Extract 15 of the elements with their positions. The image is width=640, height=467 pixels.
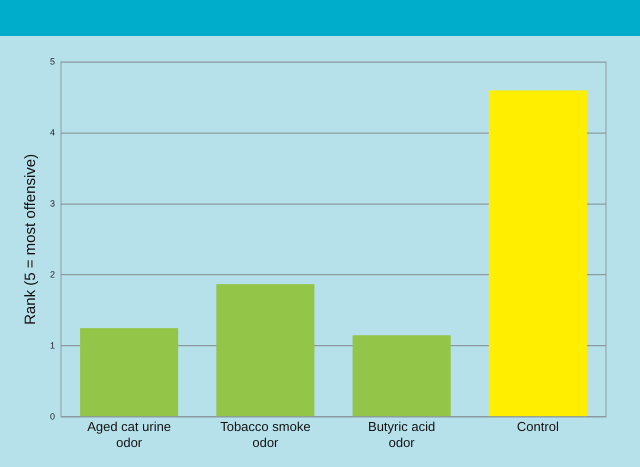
bar — [488, 90, 587, 416]
y-axis-title: Rank (5 = most offensive) — [22, 154, 40, 325]
y-tick-label: 2 — [50, 269, 56, 280]
x-tick-label: Control — [516, 419, 559, 434]
bar — [80, 328, 178, 416]
y-tick-label: 1 — [50, 340, 56, 350]
x-tick-label: Butyric acid odor — [368, 419, 436, 450]
y-tick-label: 4 — [50, 127, 56, 138]
x-tick-label: Tobacco smoke odor — [220, 419, 311, 450]
y-tick-label: 3 — [50, 198, 56, 208]
x-tick-label: Aged cat urine odor — [87, 419, 172, 450]
y-tick-label: 5 — [50, 56, 56, 66]
bar — [352, 335, 451, 416]
bar — [216, 284, 314, 416]
y-tick-label: 0 — [50, 411, 56, 422]
